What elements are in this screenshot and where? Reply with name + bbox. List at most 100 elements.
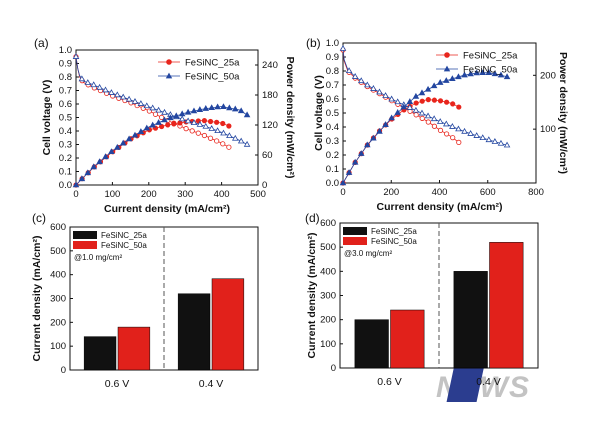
panel-label: (b) <box>306 36 321 50</box>
voltage-point <box>202 122 210 129</box>
power-point <box>161 116 168 123</box>
y-right-tick-label: 240 <box>262 60 278 71</box>
category-label: 0.4 V <box>476 376 501 388</box>
y-tick-label: 600 <box>50 222 66 233</box>
voltage-point <box>78 75 86 82</box>
y-tick-label: 400 <box>50 270 66 281</box>
y-tick-label: 100 <box>320 339 336 350</box>
power-point <box>196 106 204 112</box>
voltage-point <box>243 140 251 147</box>
panel-b: (b) 0 200 400 600 800 0.0 0.1 0.2 0.3 0.4 0.5 0.6 0.7… <box>306 36 569 213</box>
voltage-point <box>418 109 426 116</box>
legend-label: FeSiNC_50a <box>101 241 147 250</box>
voltage-point <box>159 114 165 121</box>
voltage-point <box>370 85 377 91</box>
x-tick-label: 300 <box>177 189 193 200</box>
y-left-tick-label: 0.2 <box>326 150 339 161</box>
voltage-point <box>491 138 499 144</box>
voltage-point <box>72 53 80 59</box>
category-label: 0.4 V <box>199 378 224 390</box>
y-left-tick-label: 1.0 <box>59 45 72 56</box>
y-tick-label: 100 <box>50 341 66 352</box>
power-point <box>96 158 103 165</box>
voltage-point <box>114 91 121 98</box>
power-point <box>119 139 127 146</box>
power-point <box>114 143 121 150</box>
bar <box>117 326 151 371</box>
voltage-point <box>201 132 208 139</box>
bar <box>211 278 245 371</box>
y-left-tick-label: 1.0 <box>326 38 339 49</box>
voltage-point <box>208 125 215 131</box>
voltage-point <box>419 115 425 121</box>
voltage-point <box>137 100 145 106</box>
power-point <box>425 97 431 103</box>
power-point <box>444 99 450 105</box>
voltage-point <box>125 95 133 102</box>
x-tick-label: 0 <box>73 189 78 200</box>
x-tick-label: 400 <box>214 189 230 200</box>
bar <box>177 293 211 371</box>
y-right-tick-label: 0 <box>262 180 267 191</box>
x-axis-label: Current density (mA/cm²) <box>376 201 502 213</box>
power-point <box>171 121 177 127</box>
news-h-watermark: NEWS H <box>436 366 564 404</box>
power-point <box>461 71 468 78</box>
legend-label: FeSiNC_25a <box>101 231 147 240</box>
power-line <box>75 120 230 186</box>
y-left-axis-label: Cell voltage (V) <box>313 75 325 151</box>
voltage-point <box>178 115 186 122</box>
voltage-point <box>195 130 201 136</box>
voltage-point <box>467 130 474 136</box>
power-point <box>125 135 133 142</box>
bar <box>390 309 425 369</box>
legend-marker <box>166 59 172 65</box>
power-point <box>503 73 511 80</box>
power-point <box>364 141 371 148</box>
loading-annotation: @1.0 mg/cm² <box>74 253 122 262</box>
power-point <box>467 70 474 77</box>
y-right-tick-label: 200 <box>540 70 556 81</box>
legend-label: FeSiNC_25a <box>371 227 417 236</box>
voltage-point <box>220 129 227 136</box>
y-left-tick-label: 0.8 <box>59 72 72 83</box>
voltage-point <box>382 92 389 98</box>
power-point <box>339 179 347 186</box>
panel-label: (c) <box>32 211 46 225</box>
y-left-tick-label: 0.3 <box>326 136 339 147</box>
x-axis-label: Current density (mA/cm²) <box>104 203 230 215</box>
legend-marker <box>165 72 173 79</box>
y-right-tick-label: 100 <box>540 124 556 135</box>
power-point <box>473 69 480 76</box>
power-point <box>497 71 505 78</box>
y-left-tick-label: 0.8 <box>326 66 339 77</box>
power-point <box>137 128 145 134</box>
y-tick-label: 200 <box>320 315 336 326</box>
power-point <box>173 112 180 119</box>
legend-swatch <box>73 241 97 249</box>
power-point <box>190 107 198 114</box>
power-point <box>485 69 493 76</box>
voltage-point <box>431 123 438 129</box>
y-left-tick-label: 0.7 <box>326 80 339 91</box>
power-point <box>388 114 395 121</box>
legend-label: FeSiNC_25a <box>185 58 240 69</box>
legend-label: FeSiNC_50a <box>371 237 417 246</box>
panel-label: (d) <box>305 211 320 225</box>
plot-frame <box>75 49 259 186</box>
power-point <box>450 101 456 107</box>
bar <box>83 336 117 371</box>
power-line <box>342 72 508 184</box>
watermark-letter: H <box>540 367 564 403</box>
legend-swatch <box>73 231 97 239</box>
power-point <box>202 105 210 111</box>
voltage-point <box>226 132 233 139</box>
power-point <box>479 69 487 76</box>
y-left-tick-label: 0.0 <box>326 178 339 189</box>
power-point <box>214 103 221 110</box>
voltage-point <box>479 134 487 141</box>
power-point <box>231 105 239 112</box>
legend-label: FeSiNC_25a <box>463 51 518 62</box>
y-right-tick-label: 180 <box>262 90 278 101</box>
